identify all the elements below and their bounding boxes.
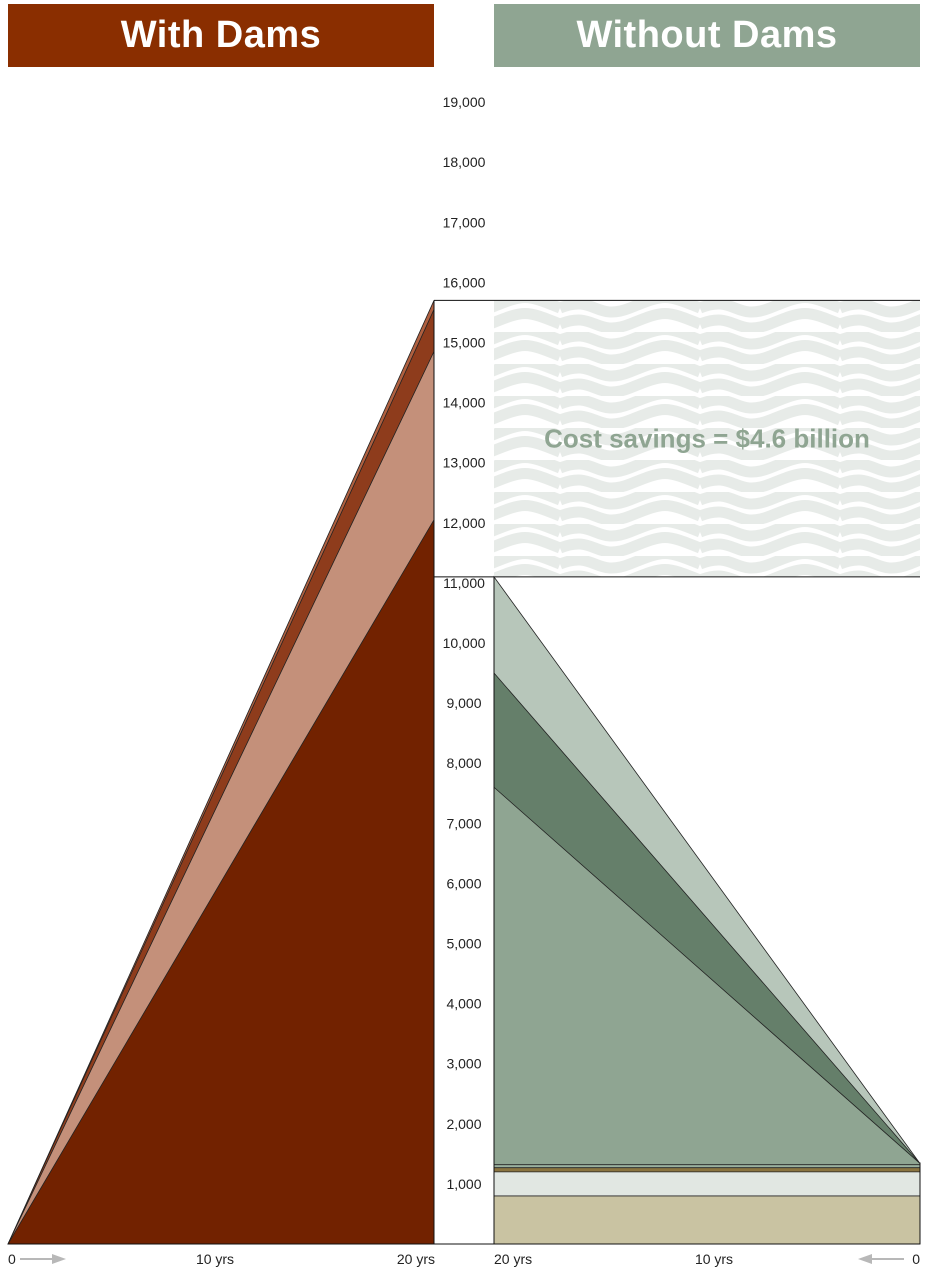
without-dams-area-layer-1 (493, 1195, 921, 1245)
with-dams-x-tick: 10 yrs (196, 1251, 234, 1267)
y-tick-label: 17,000 (443, 214, 486, 230)
y-tick-label: 3,000 (446, 1056, 481, 1072)
y-tick-label: 18,000 (443, 154, 486, 170)
y-tick-label: 8,000 (446, 755, 481, 771)
arrowhead-right-icon (52, 1254, 66, 1264)
y-tick-label: 9,000 (446, 695, 481, 711)
y-tick-label: 13,000 (443, 455, 486, 471)
without-dams-panel (493, 575, 921, 1245)
y-tick-label: 6,000 (446, 875, 481, 891)
cost-savings-annotation: Cost savings = $4.6 billion (544, 424, 870, 454)
cost-savings-band (494, 300, 920, 577)
without-dams-header: Without Dams (494, 4, 920, 67)
y-tick-label: 2,000 (446, 1116, 481, 1132)
y-tick-label: 11,000 (443, 575, 485, 591)
y-tick-label: 16,000 (443, 274, 486, 290)
arrowhead-left-icon (858, 1254, 872, 1264)
without-dams-x-tick: 10 yrs (695, 1251, 733, 1267)
y-tick-label: 10,000 (443, 635, 486, 651)
with-dams-header: With Dams (8, 4, 434, 67)
with-dams-area-layer-1 (7, 518, 435, 1245)
with-dams-panel (7, 300, 435, 1245)
y-tick-label: 15,000 (443, 335, 486, 351)
y-tick-label: 7,000 (446, 815, 481, 831)
y-tick-label: 14,000 (443, 395, 486, 411)
y-tick-label: 12,000 (443, 515, 486, 531)
y-tick-label: 1,000 (446, 1176, 481, 1192)
y-tick-label: 5,000 (446, 936, 481, 952)
y-tick-label: 19,000 (443, 94, 486, 110)
with-dams-x-tick: 20 yrs (397, 1251, 435, 1267)
y-axis: 1,000 2,000 3,000 4,000 5,000 6,000 7,000 8,000… (8, 94, 921, 1245)
y-tick-label: 4,000 (446, 996, 481, 1012)
with-dams-x-tick: 0 (8, 1251, 16, 1267)
without-dams-x-tick: 0 (912, 1251, 920, 1267)
without-dams-x-tick: 20 yrs (494, 1251, 532, 1267)
x-axis: 0 10 yrs 20 yrs 20 yrs 10 yrs 0 (8, 1251, 920, 1267)
